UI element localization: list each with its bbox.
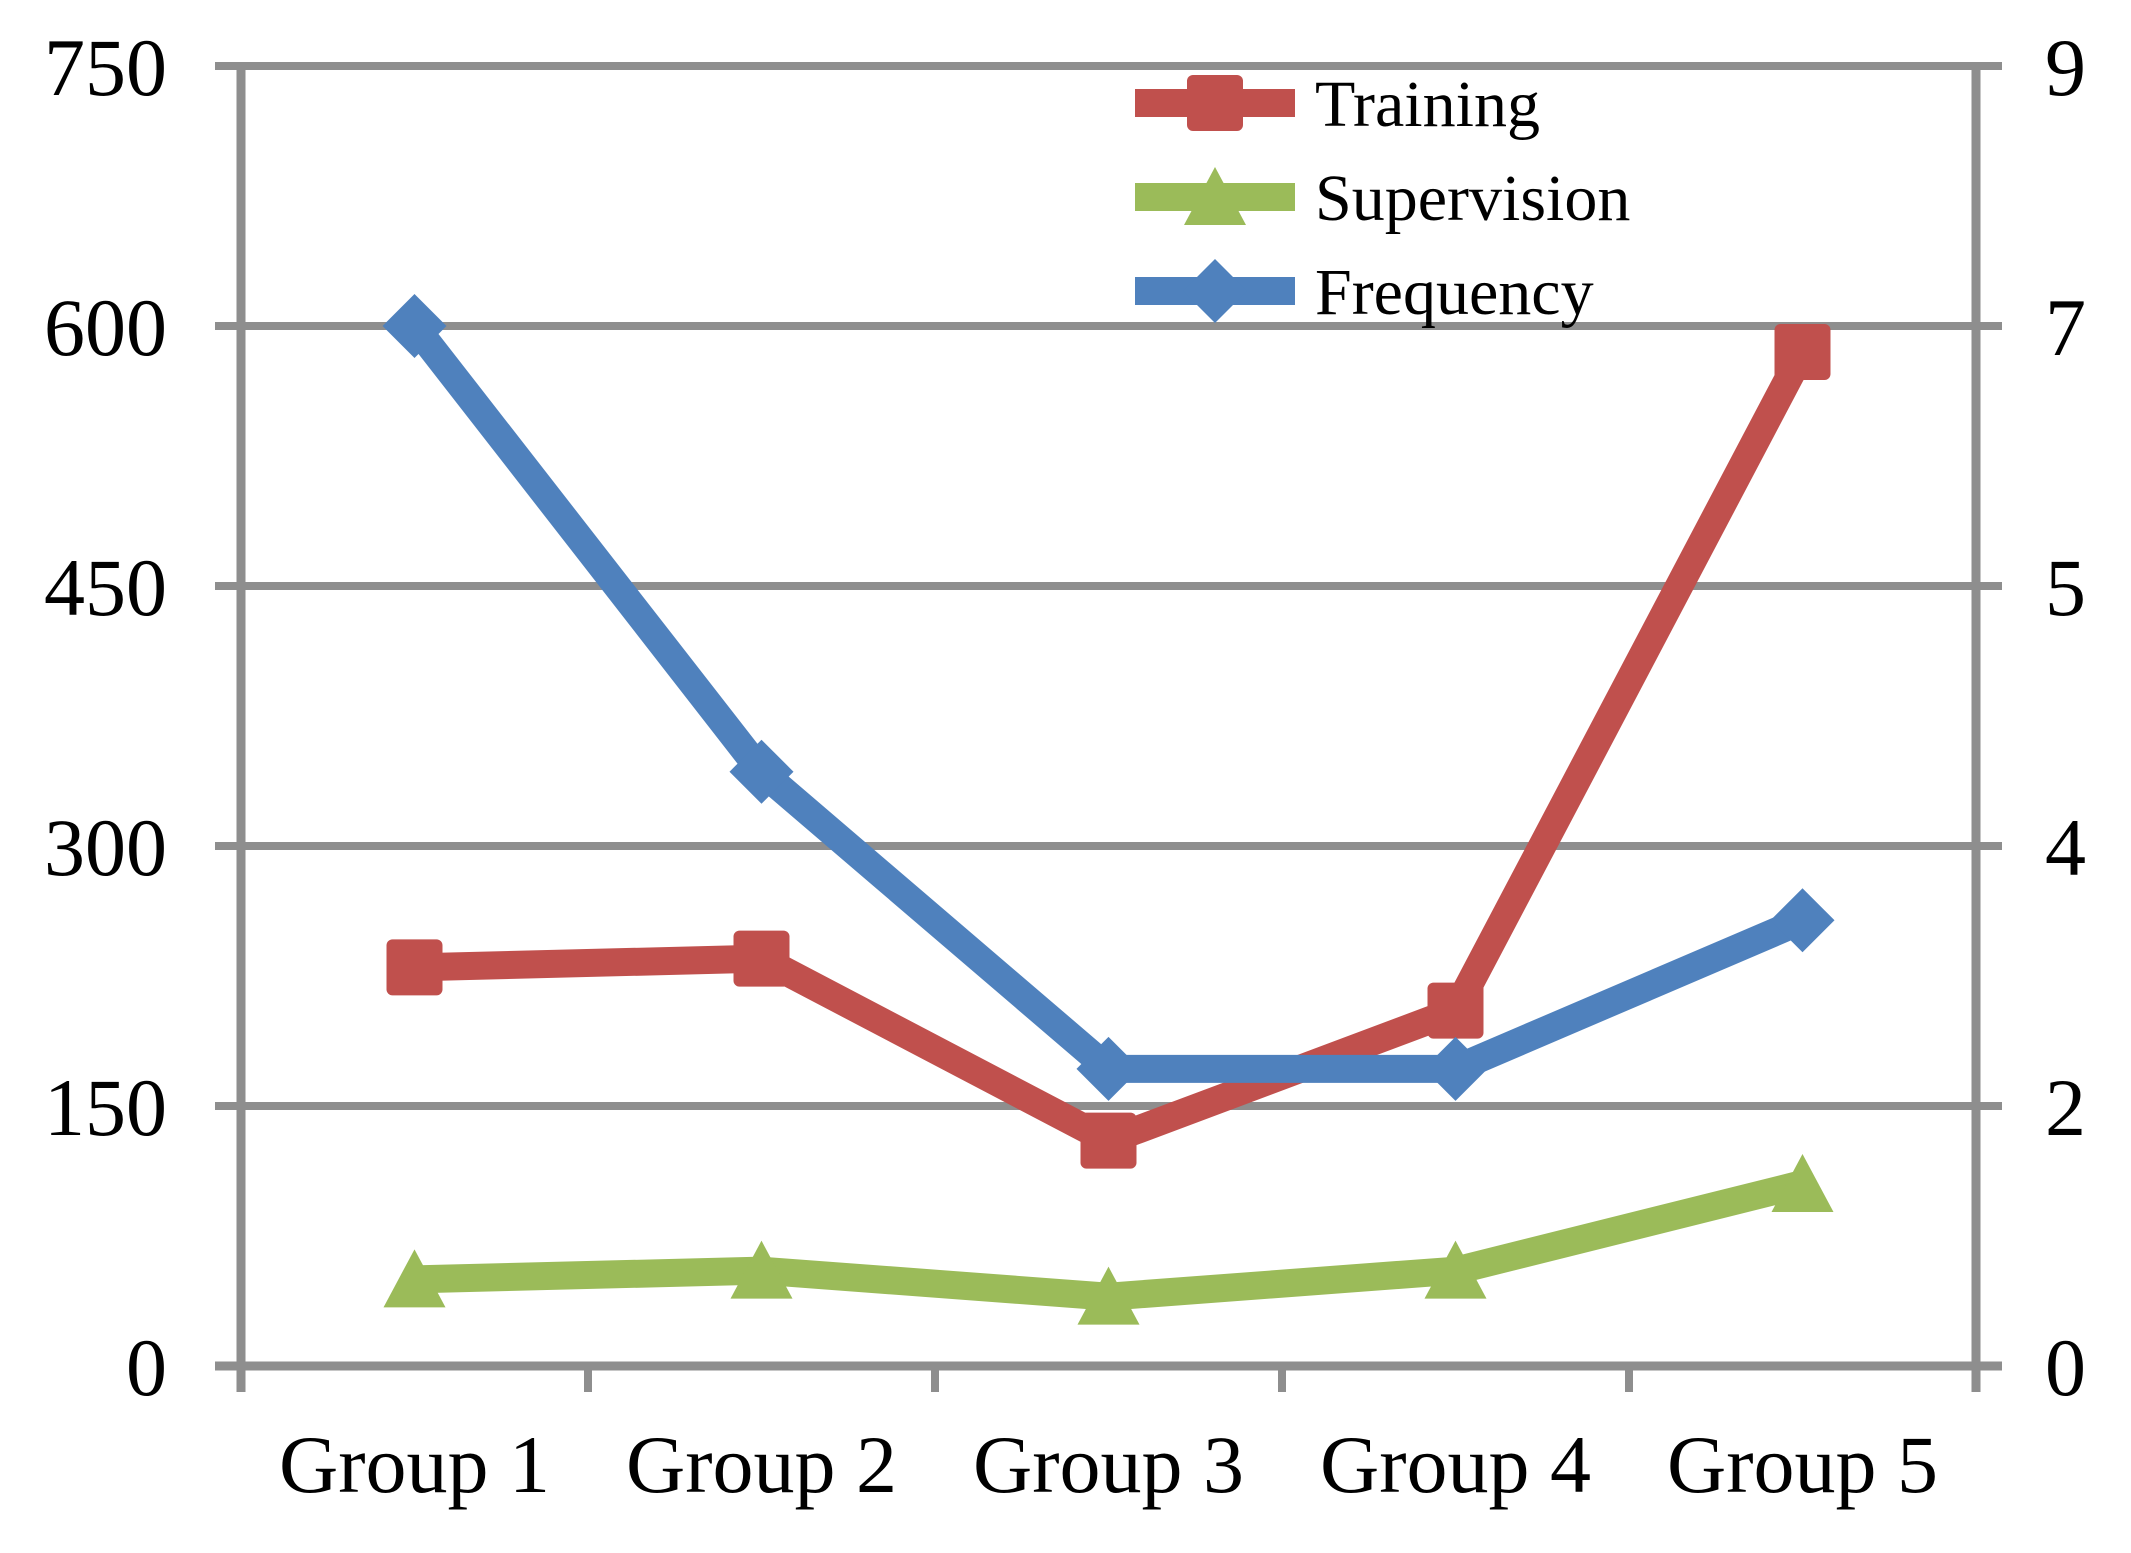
- left-axis-tick-label: 150: [44, 1062, 167, 1153]
- x-axis-label: Group 1: [279, 1419, 550, 1510]
- series-marker-supervision: [1424, 1240, 1487, 1299]
- x-axis-label: Group 4: [1320, 1419, 1591, 1510]
- left-axis-tick-label: 600: [44, 282, 167, 373]
- right-axis-tick-label: 5: [2045, 542, 2086, 633]
- series-marker-supervision: [730, 1240, 793, 1299]
- right-axis-tick-label: 0: [2045, 1322, 2086, 1413]
- series-marker-supervision: [1077, 1266, 1140, 1325]
- left-axis-tick-label: 0: [126, 1322, 167, 1413]
- legend-swatch-marker-supervision: [1184, 167, 1246, 225]
- series-marker-training: [1080, 1112, 1137, 1169]
- series-marker-frequency: [1076, 1036, 1141, 1101]
- series-marker-supervision: [1771, 1154, 1834, 1212]
- series-marker-training: [386, 939, 443, 996]
- series-marker-training: [733, 930, 790, 987]
- right-axis-tick-label: 9: [2045, 22, 2086, 113]
- legend-label-supervision: Supervision: [1315, 162, 1630, 235]
- series-marker-frequency: [729, 739, 794, 804]
- legend-swatch-marker-training: [1187, 75, 1243, 131]
- legend-label-frequency: Frequency: [1315, 256, 1594, 329]
- left-axis-tick-label: 300: [44, 802, 167, 893]
- series-marker-frequency: [1423, 1036, 1488, 1101]
- series-marker-frequency: [1770, 888, 1835, 953]
- left-axis-tick-label: 750: [44, 22, 167, 113]
- legend-label-training: Training: [1315, 68, 1540, 141]
- series-marker-training: [1774, 324, 1831, 380]
- series-marker-training: [1427, 982, 1484, 1039]
- x-axis-label: Group 3: [973, 1419, 1244, 1510]
- right-axis-tick-label: 7: [2045, 282, 2086, 373]
- x-axis-label: Group 2: [626, 1419, 897, 1510]
- series-marker-frequency: [382, 294, 447, 358]
- series-marker-supervision: [383, 1249, 446, 1308]
- right-axis-tick-label: 2: [2045, 1062, 2086, 1153]
- right-axis-tick-label: 4: [2045, 802, 2086, 893]
- x-axis-label: Group 5: [1667, 1419, 1938, 1510]
- left-axis-tick-label: 450: [44, 542, 167, 633]
- legend-swatch-marker-frequency: [1183, 259, 1247, 323]
